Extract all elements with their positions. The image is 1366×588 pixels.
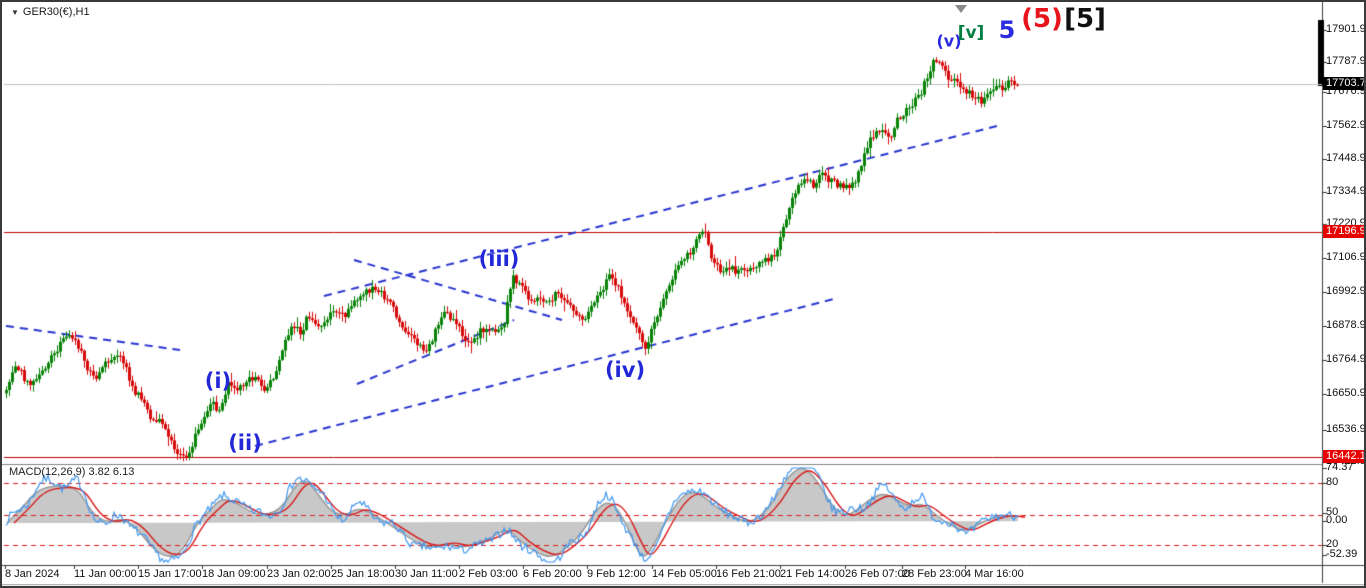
macd-axis-label: 74.37 <box>1326 461 1354 473</box>
macd-axis-label: 0.00 <box>1326 514 1348 526</box>
level-price-tag-16442: 16442.1 <box>1323 450 1364 463</box>
time-axis-label: 26 Feb 07:00 <box>845 568 910 580</box>
time-axis-label: 9 Feb 12:00 <box>587 568 646 580</box>
price-tick-label: 17676.9 <box>1326 85 1366 97</box>
time-axis-label: 18 Jan 09:00 <box>202 568 266 580</box>
price-tick-label: 17448.9 <box>1326 152 1366 164</box>
window-bottom-strip <box>2 584 1364 586</box>
wave-label-v: [v] <box>957 23 985 43</box>
time-axis-label: 28 Feb 23:00 <box>902 568 967 580</box>
time-axis-label: 2 Feb 03:00 <box>459 568 518 580</box>
wave-label-5: 5 <box>998 16 1016 44</box>
wave-label-5: [5] <box>1064 4 1106 34</box>
price-tick-label: 16992.9 <box>1326 285 1366 297</box>
time-axis-label: 16 Feb 21:00 <box>716 568 781 580</box>
price-tick-label: 17220.9 <box>1326 217 1366 229</box>
macd-axis-label: -52.39 <box>1326 548 1358 560</box>
current-price-tag: 17703.7 <box>1323 77 1364 90</box>
wave-label-iii: (iii) <box>478 247 520 271</box>
time-axis-label: 25 Jan 18:00 <box>331 568 395 580</box>
price-tick-label: 17901.9 <box>1326 23 1366 35</box>
price-tick-label: 17787.9 <box>1326 55 1366 67</box>
time-axis-label: 23 Jan 02:00 <box>267 568 331 580</box>
macd-axis-label: 20 <box>1326 538 1339 550</box>
time-axis-label: 11 Jan 00:00 <box>74 568 137 580</box>
time-axis-label: 6 Feb 20:00 <box>523 568 582 580</box>
price-tick-label: 16536.9 <box>1326 423 1366 435</box>
macd-axis-label: 80 <box>1326 476 1339 488</box>
price-tick-label: 17106.9 <box>1326 251 1366 263</box>
time-axis-label: 8 Jan 2024 <box>5 568 60 580</box>
price-tick-label: 17562.9 <box>1326 119 1366 131</box>
wave-label-ii: (ii) <box>228 431 262 455</box>
price-tick-label: 16878.9 <box>1326 319 1366 331</box>
symbol-label[interactable]: ▼ GER30(€),H1 <box>11 7 90 18</box>
wave-label-iv: (iv) <box>604 358 646 382</box>
time-axis-label: 30 Jan 11:00 <box>395 568 458 580</box>
level-price-tag-17196: 17196.9 <box>1323 225 1364 238</box>
macd-indicator-label: MACD(12,26,9) 3.82 6.13 <box>9 466 135 478</box>
chart-shift-icon[interactable] <box>955 5 967 13</box>
time-axis-label: 15 Jan 17:00 <box>138 568 202 580</box>
dropdown-triangle-icon: ▼ <box>11 8 19 17</box>
time-axis-label: 21 Feb 14:00 <box>780 568 845 580</box>
time-axis-label: 14 Feb 05:00 <box>652 568 717 580</box>
price-tick-label: 16650.9 <box>1326 387 1366 399</box>
price-tick-label: 16764.9 <box>1326 353 1366 365</box>
wave-label-5: (5) <box>1021 4 1063 34</box>
price-tick-label: 17334.9 <box>1326 185 1366 197</box>
macd-axis-label: 50 <box>1326 506 1339 518</box>
wave-label-i: (i) <box>204 369 232 393</box>
time-axis-label: 4 Mar 16:00 <box>965 568 1024 580</box>
symbol-label-text: GER30(€),H1 <box>22 6 90 18</box>
wave-label-v: (v) <box>936 31 962 51</box>
